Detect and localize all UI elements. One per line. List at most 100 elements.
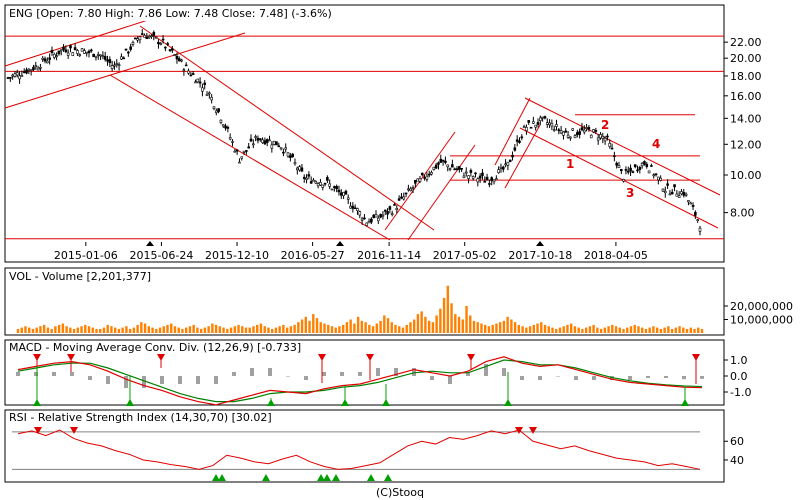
buy-signal-icon <box>382 399 390 406</box>
candle-body <box>545 122 549 125</box>
volume-bar <box>540 322 543 333</box>
volume-bar <box>390 322 393 333</box>
volume-bar <box>577 327 580 333</box>
macd-histogram-bar <box>196 376 200 384</box>
volume-bar <box>476 322 479 333</box>
x-tick-label: 2017-10-18 <box>508 249 572 262</box>
rsi-frame <box>4 409 725 483</box>
volume-bar <box>267 327 270 333</box>
volume-bar <box>196 327 199 333</box>
candle-body <box>481 172 484 176</box>
candle-body <box>238 161 241 164</box>
volume-bar <box>334 327 337 333</box>
price-frame <box>4 4 725 263</box>
candle-body <box>476 178 480 183</box>
candle-body <box>603 137 607 142</box>
candle-body <box>471 176 475 179</box>
candle-body <box>610 147 614 150</box>
volume-bar <box>106 324 109 333</box>
candle-body <box>344 190 348 195</box>
candle-body <box>631 171 635 173</box>
rsi-panel: RSI - Relative Strength Index (14,30,70)… <box>4 409 744 483</box>
volume-bar <box>454 314 457 333</box>
axis-marker-icon <box>146 241 154 246</box>
candle-body <box>620 168 623 172</box>
volume-bar <box>177 327 180 333</box>
axis-marker-icon <box>336 241 344 246</box>
volume-bar <box>99 328 102 333</box>
candle-body <box>474 172 477 175</box>
volume-bar <box>599 328 603 333</box>
candle-body <box>277 145 281 148</box>
volume-bar <box>72 328 76 333</box>
candle-body <box>59 49 63 52</box>
x-tick-label: 2018-04-05 <box>584 249 648 262</box>
candle-body <box>205 93 209 96</box>
volume-bar <box>136 324 139 333</box>
candle-body <box>64 49 68 53</box>
volume-bar <box>285 327 289 333</box>
price-y-tick-label: 16.00 <box>730 90 762 103</box>
candle-body <box>73 47 77 51</box>
candle-body <box>381 214 385 217</box>
candle-body <box>370 218 373 223</box>
volume-bar <box>637 326 640 333</box>
candle-body <box>231 141 234 143</box>
rsi-y-tick-label: 40 <box>730 454 744 467</box>
candle-body <box>478 175 482 179</box>
candle-body <box>140 33 144 35</box>
candle-body <box>427 173 431 176</box>
candle-body <box>469 170 473 173</box>
candle-body <box>559 130 563 134</box>
candle-body <box>293 162 297 165</box>
trend-channel-line <box>494 97 531 166</box>
macd-frame <box>4 339 725 406</box>
volume-bar <box>513 322 517 333</box>
macd-histogram-bar <box>52 372 56 376</box>
candle-body <box>328 183 331 187</box>
candle-body <box>539 117 542 121</box>
volume-bar <box>614 326 618 333</box>
volume-bar <box>435 315 438 333</box>
candle-body <box>159 43 163 45</box>
candle-body <box>43 58 47 62</box>
volume-bar <box>259 323 263 333</box>
macd-signal-line <box>17 359 703 403</box>
volume-bar <box>469 315 472 333</box>
candle-body <box>580 127 584 131</box>
candle-body <box>13 73 17 77</box>
candle-body <box>446 164 450 168</box>
macd-histogram-bar <box>286 376 290 377</box>
candle-body <box>143 35 146 38</box>
candle-body <box>110 65 114 69</box>
candle-body <box>601 136 605 139</box>
candle-body <box>522 126 526 128</box>
volume-bar <box>46 327 50 333</box>
candle-body <box>96 54 100 56</box>
candle-body <box>420 172 424 176</box>
candle-body <box>245 150 248 152</box>
volume-bar <box>173 326 177 333</box>
volume-bar <box>667 326 670 333</box>
candle-body <box>326 177 329 181</box>
volume-bar <box>697 327 700 333</box>
candle-body <box>66 52 70 56</box>
candle-body <box>219 119 223 123</box>
candle-body <box>615 162 618 166</box>
volume-bar <box>368 324 371 333</box>
volume-bar <box>80 326 83 333</box>
macd-histogram-bar <box>376 368 380 376</box>
macd-histogram-bar <box>106 376 110 384</box>
candle-body <box>550 123 554 127</box>
candle-body <box>330 188 334 191</box>
macd-histogram-bar <box>466 372 470 376</box>
candle-body <box>196 78 200 83</box>
volume-bar <box>121 327 124 333</box>
rsi-buy-icon <box>332 474 340 481</box>
candle-body <box>300 167 304 172</box>
candle-body <box>455 168 459 171</box>
volume-bar <box>233 326 236 333</box>
candle-body <box>166 43 169 45</box>
trend-channel-line <box>524 97 721 196</box>
candle-body <box>99 54 102 57</box>
